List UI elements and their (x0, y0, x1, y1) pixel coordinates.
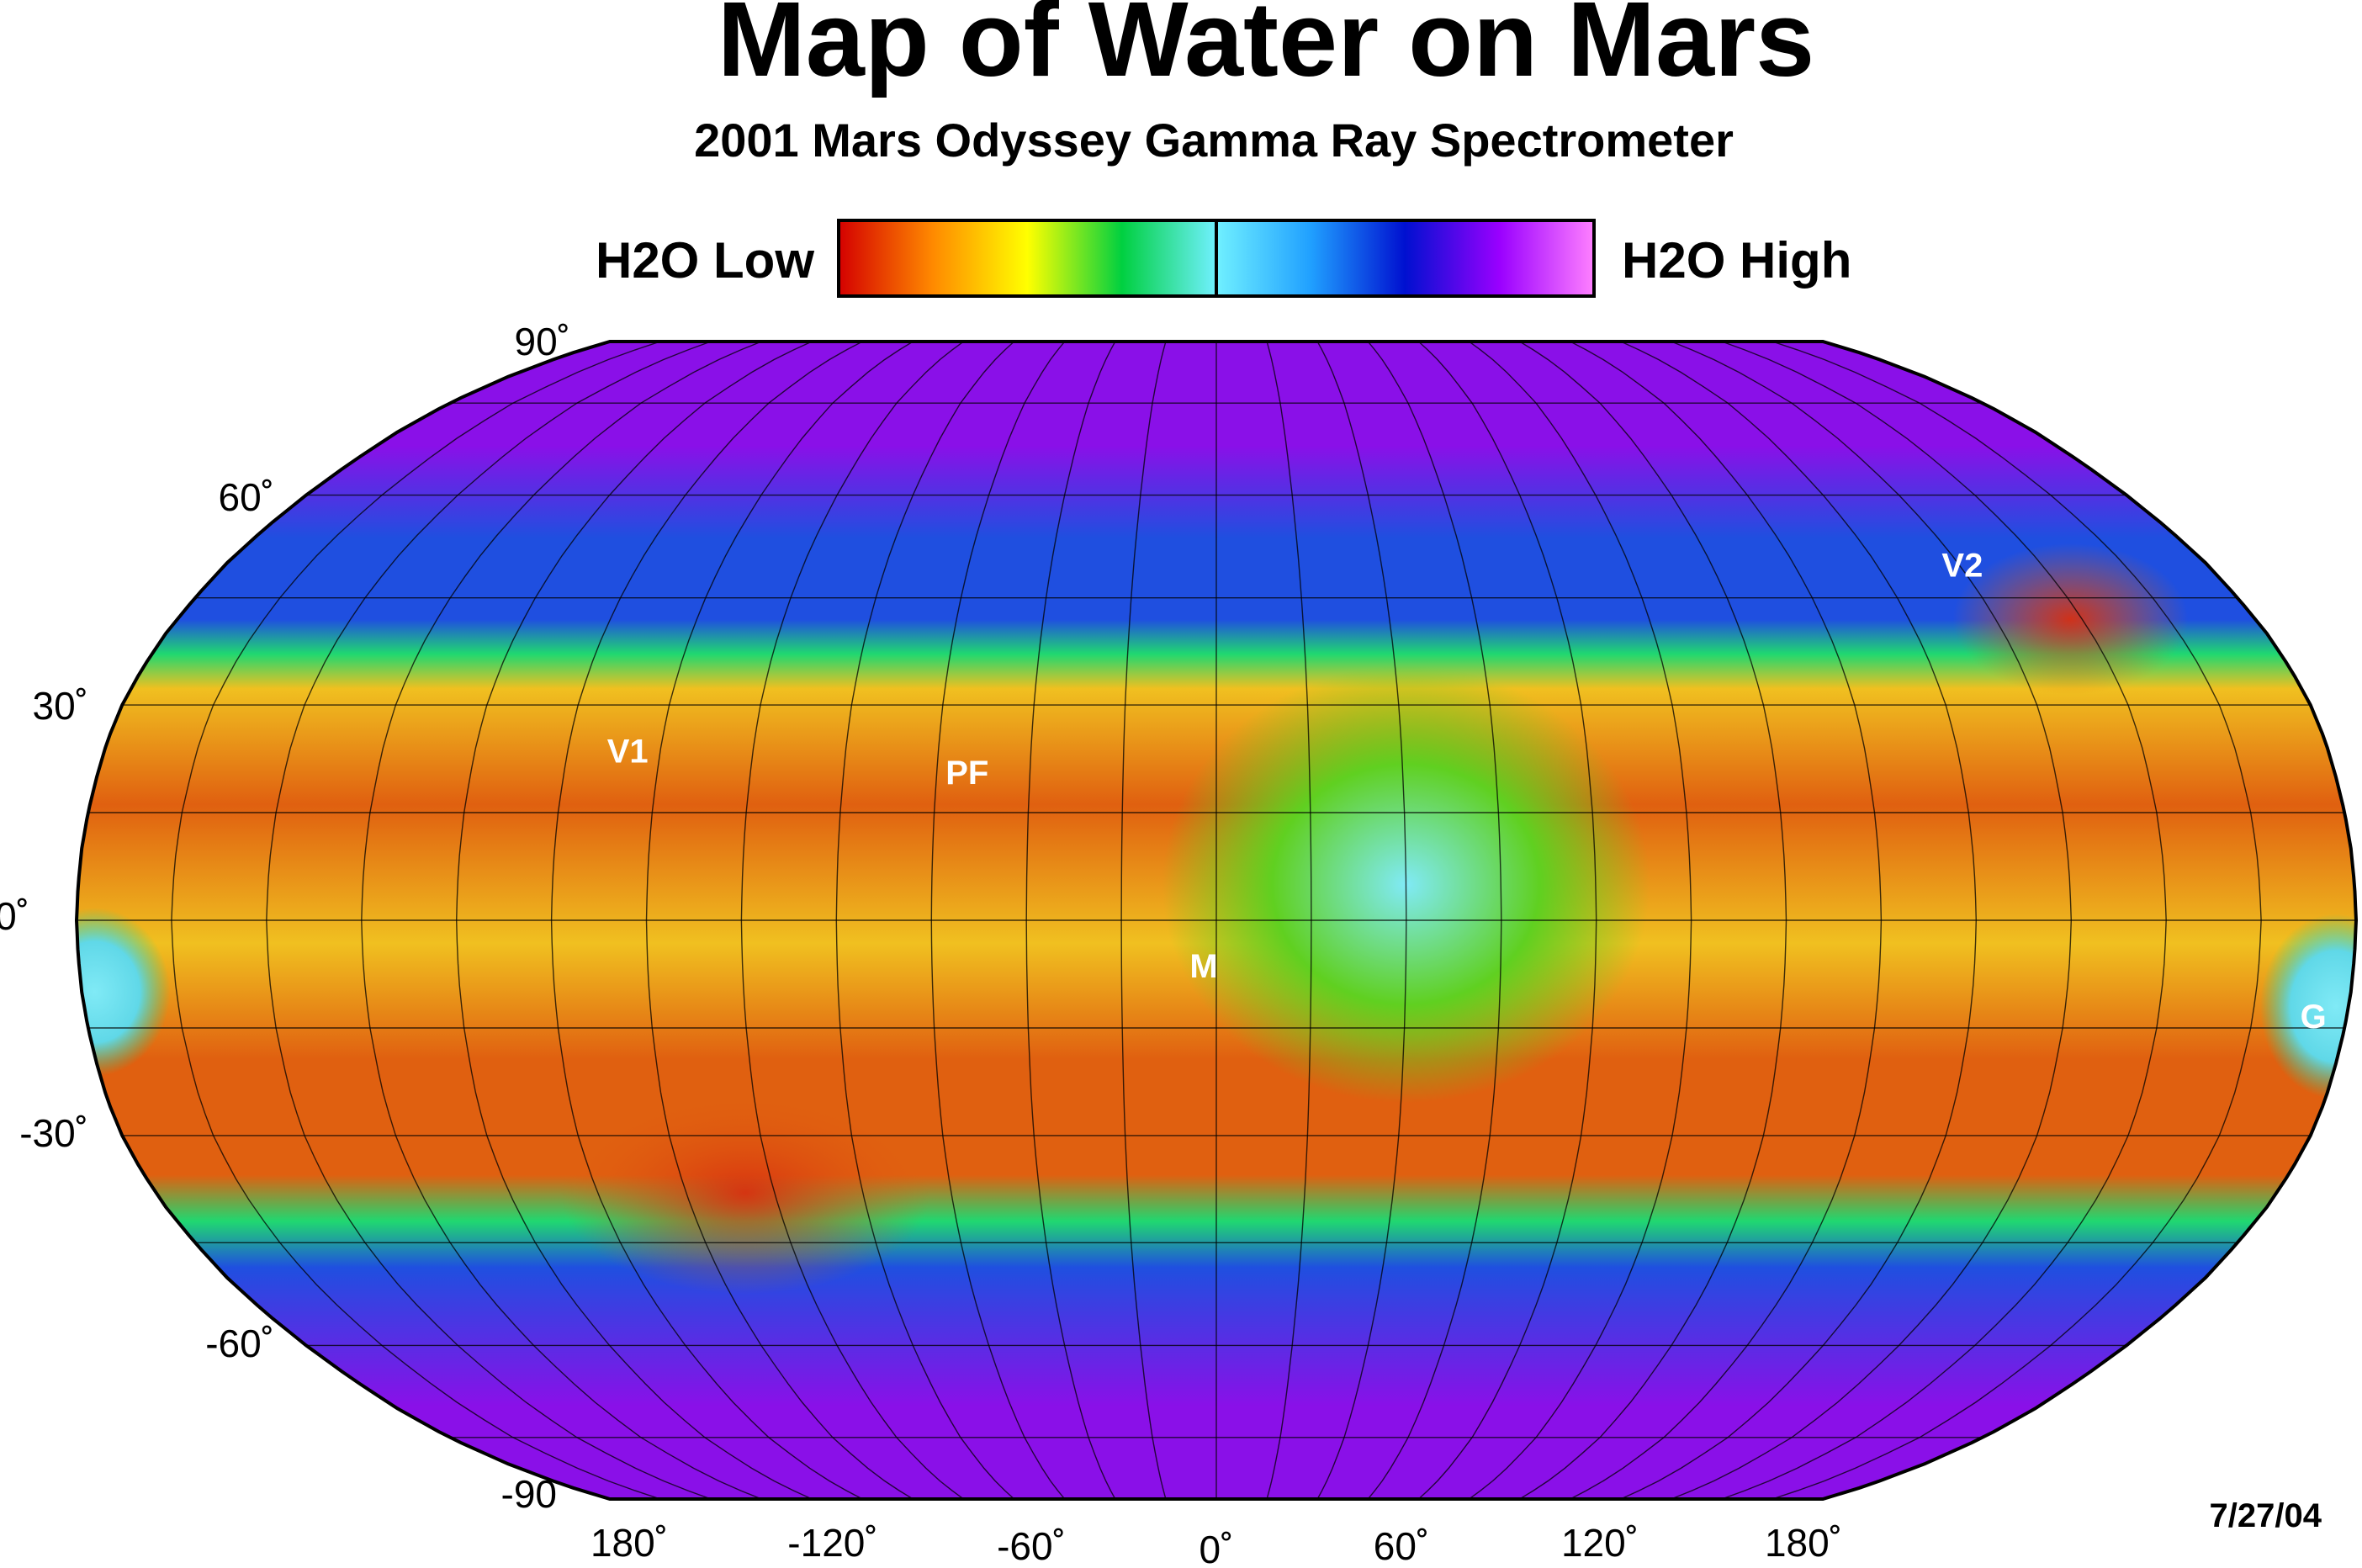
site-label-v2: V2 (1941, 548, 1983, 585)
lon-label-180-west: 180˚ (590, 1521, 668, 1565)
map-subtitle: 2001 Mars Odyssey Gamma Ray Spectrometer (694, 114, 1734, 167)
site-label-m: M (1189, 948, 1217, 985)
lat-label-minus-90: -90 (501, 1472, 557, 1516)
site-label-g: G (2301, 999, 2327, 1036)
site-label-v1: V1 (607, 733, 649, 770)
map-date: 7/27/04 (2210, 1497, 2322, 1534)
legend-high-label: H2O High (1622, 232, 1851, 289)
hellas-argyre-low-water-region (559, 1092, 930, 1295)
site-label-pf: PF (945, 755, 988, 792)
lat-label-minus-60: -60˚ (205, 1322, 274, 1365)
lat-label-90: 90˚ (515, 320, 570, 363)
gusev-edge-water-region-west (77, 908, 171, 1077)
graticule (77, 342, 2356, 1499)
lon-label-minus-60: -60˚ (997, 1524, 1066, 1568)
lon-label-minus-120: -120˚ (787, 1521, 877, 1565)
legend-low-label: H2O Low (596, 232, 814, 289)
map-outline (74, 340, 2359, 1501)
axis-labels: 90˚ 60˚ 30˚ 0˚ -30˚ -60˚ -90 180˚ -120˚ … (0, 320, 1842, 1568)
lat-label-30: 30˚ (33, 684, 88, 728)
lat-label-0: 0˚ (0, 894, 29, 938)
lat-label-60: 60˚ (219, 475, 274, 519)
lon-label-60: 60˚ (1374, 1524, 1429, 1568)
gusev-edge-water-region-east (2259, 914, 2356, 1099)
utopia-low-water-region (1952, 543, 2189, 695)
lon-label-180-east: 180˚ (1765, 1521, 1842, 1565)
map-title: Map of Water on Mars (718, 0, 1814, 98)
lon-label-120: 120˚ (1561, 1521, 1639, 1565)
landing-site-labels: V1 PF M V2 G (607, 548, 2327, 1036)
lat-label-minus-30: -30˚ (19, 1111, 88, 1155)
lon-label-0: 0˚ (1200, 1528, 1234, 1568)
